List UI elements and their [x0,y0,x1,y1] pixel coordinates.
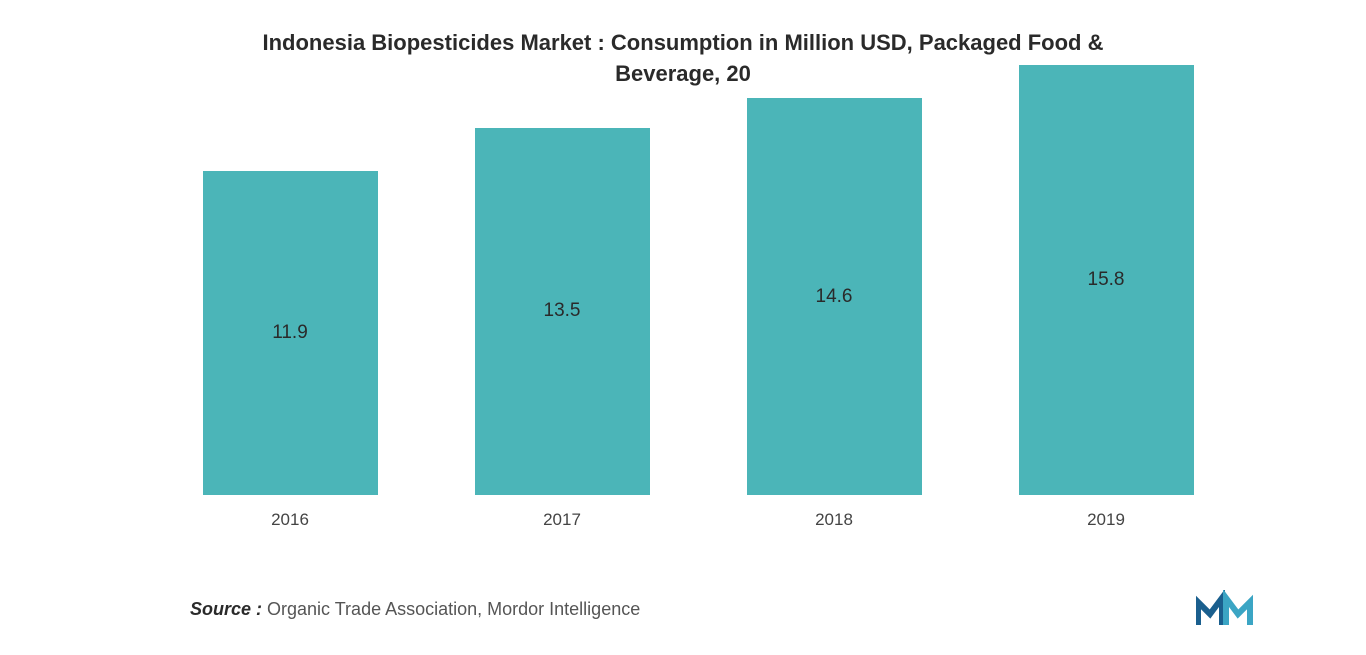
bar-2019: 15.8 [1019,65,1194,495]
bar-group-2019: 15.8 [1016,65,1196,495]
mordor-logo-icon [1196,590,1256,630]
bar-value-2018: 14.6 [816,286,853,308]
bar-value-2017: 13.5 [544,300,581,322]
chart-title-line2: Beverage, 20 [0,59,1366,90]
bar-group-2017: 13.5 [472,128,652,495]
bar-group-2016: 11.9 [200,171,380,495]
bars-area: 11.9 13.5 14.6 15.8 [200,60,1196,495]
source-label: Source : [190,599,262,619]
bar-value-2016: 11.9 [272,322,308,344]
xaxis-label-2019: 2019 [1016,510,1196,530]
bar-value-2019: 15.8 [1088,269,1125,291]
xaxis-label-2018: 2018 [744,510,924,530]
bar-2016: 11.9 [203,171,378,495]
xaxis-label-2017: 2017 [472,510,652,530]
chart-container: Indonesia Biopesticides Market : Consump… [0,0,1366,655]
chart-title: Indonesia Biopesticides Market : Consump… [0,28,1366,90]
bar-2018: 14.6 [747,98,922,495]
bar-2017: 13.5 [475,128,650,495]
xaxis-labels: 2016 2017 2018 2019 [200,510,1196,530]
source-text: Organic Trade Association, Mordor Intell… [262,599,640,619]
chart-title-line1: Indonesia Biopesticides Market : Consump… [263,30,1104,55]
bar-group-2018: 14.6 [744,98,924,495]
source-line: Source : Organic Trade Association, Mord… [190,599,640,620]
xaxis-label-2016: 2016 [200,510,380,530]
